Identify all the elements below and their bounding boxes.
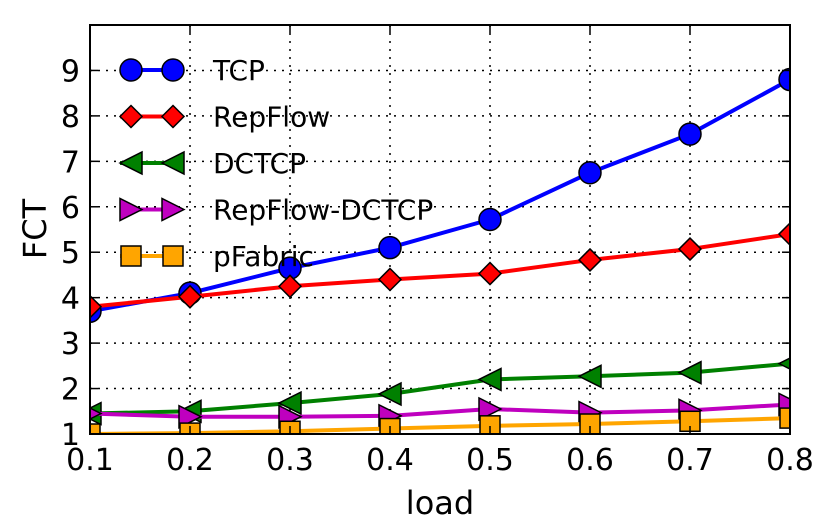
y-tick-label: 8: [61, 100, 80, 135]
y-tick-label: 5: [61, 236, 80, 271]
y-tick-label: 1: [61, 418, 80, 453]
x-tick-label: 0.2: [166, 443, 214, 478]
data-point: [277, 390, 302, 416]
ticks: 0.1 0.2 0.3 0.4 0.5 0.6 0.7 0.8 1 2 3 4 5 6 7 8 9: [61, 25, 814, 478]
legend-entry: TCP: [119, 54, 265, 87]
legend-marker: [118, 104, 144, 129]
y-tick-label: 7: [61, 145, 80, 180]
series-line: [90, 232, 790, 309]
x-tick-label: 0.6: [566, 443, 614, 478]
legend-entry: pFabric: [120, 240, 314, 273]
x-tick-label: 0.7: [666, 443, 714, 478]
data-point: [478, 396, 503, 422]
x-tick-label: 0.8: [766, 443, 814, 478]
x-tick-label: 0.3: [266, 443, 314, 478]
series-line: [90, 77, 790, 314]
legend-entry: DCTCP: [118, 147, 306, 180]
data-point: [778, 67, 790, 92]
series-tcp: [90, 67, 790, 324]
series-line: [90, 416, 790, 434]
legend-label: TCP: [212, 54, 265, 87]
series-layer: [90, 67, 790, 434]
legend-marker: [160, 104, 186, 129]
data-point: [478, 207, 502, 232]
data-point: [90, 423, 101, 434]
data-point: [578, 160, 602, 185]
y-tick-label: 4: [61, 282, 80, 317]
legend-entry: RepFlow: [118, 101, 330, 134]
x-tick-label: 0.4: [366, 443, 414, 478]
data-point: [378, 235, 402, 260]
data-point: [777, 221, 790, 247]
data-point: [477, 367, 502, 392]
series-pfabric: [90, 407, 790, 434]
data-point: [90, 294, 103, 319]
data-point: [377, 267, 403, 292]
x-tick-label: 0.1: [66, 443, 114, 478]
data-point: [277, 274, 303, 299]
series-line: [90, 361, 790, 416]
data-point: [579, 413, 601, 434]
legend-entry: RepFlow-DCTCP: [119, 194, 433, 227]
y-tick-label: 9: [61, 54, 80, 89]
legend-marker: [160, 150, 185, 176]
data-point: [577, 247, 603, 273]
series-repflow: [90, 221, 790, 319]
legend-label: RepFlow: [213, 101, 330, 134]
data-point: [777, 357, 790, 370]
legend-marker: [161, 58, 185, 82]
legend-label: DCTCP: [213, 147, 306, 180]
legend-label: RepFlow-DCTCP: [213, 194, 433, 227]
plot-frame: [89, 24, 791, 435]
data-point: [377, 381, 402, 407]
y-tick-label: 2: [61, 373, 80, 408]
data-point: [779, 407, 790, 429]
legend-marker: [162, 245, 184, 267]
x-tick-label: 0.5: [466, 443, 514, 478]
data-point: [477, 261, 503, 286]
data-point: [177, 284, 203, 309]
data-point: [178, 404, 203, 429]
data-point: [479, 415, 501, 434]
x-axis-title: load: [406, 484, 474, 522]
data-point: [678, 122, 702, 146]
legend-marker: [119, 58, 143, 82]
series-repflow-dctcp: [90, 392, 790, 429]
y-tick-label: 3: [61, 327, 80, 362]
y-axis-title: FCT: [16, 198, 54, 259]
legend-label: pFabric: [213, 240, 314, 273]
legend-marker: [161, 197, 186, 222]
legend-marker: [119, 197, 144, 222]
data-point: [677, 236, 703, 262]
y-tick-label: 6: [61, 191, 80, 226]
data-point: [90, 407, 103, 420]
legend-marker: [118, 150, 143, 176]
legend: TCP RepFlow DCTCP RepFlow-DCTCP pFabric: [118, 54, 433, 273]
data-point: [577, 364, 602, 389]
series-dctcp: [90, 357, 790, 426]
series-line: [90, 402, 790, 419]
legend-marker: [120, 245, 142, 267]
data-point: [677, 360, 702, 385]
